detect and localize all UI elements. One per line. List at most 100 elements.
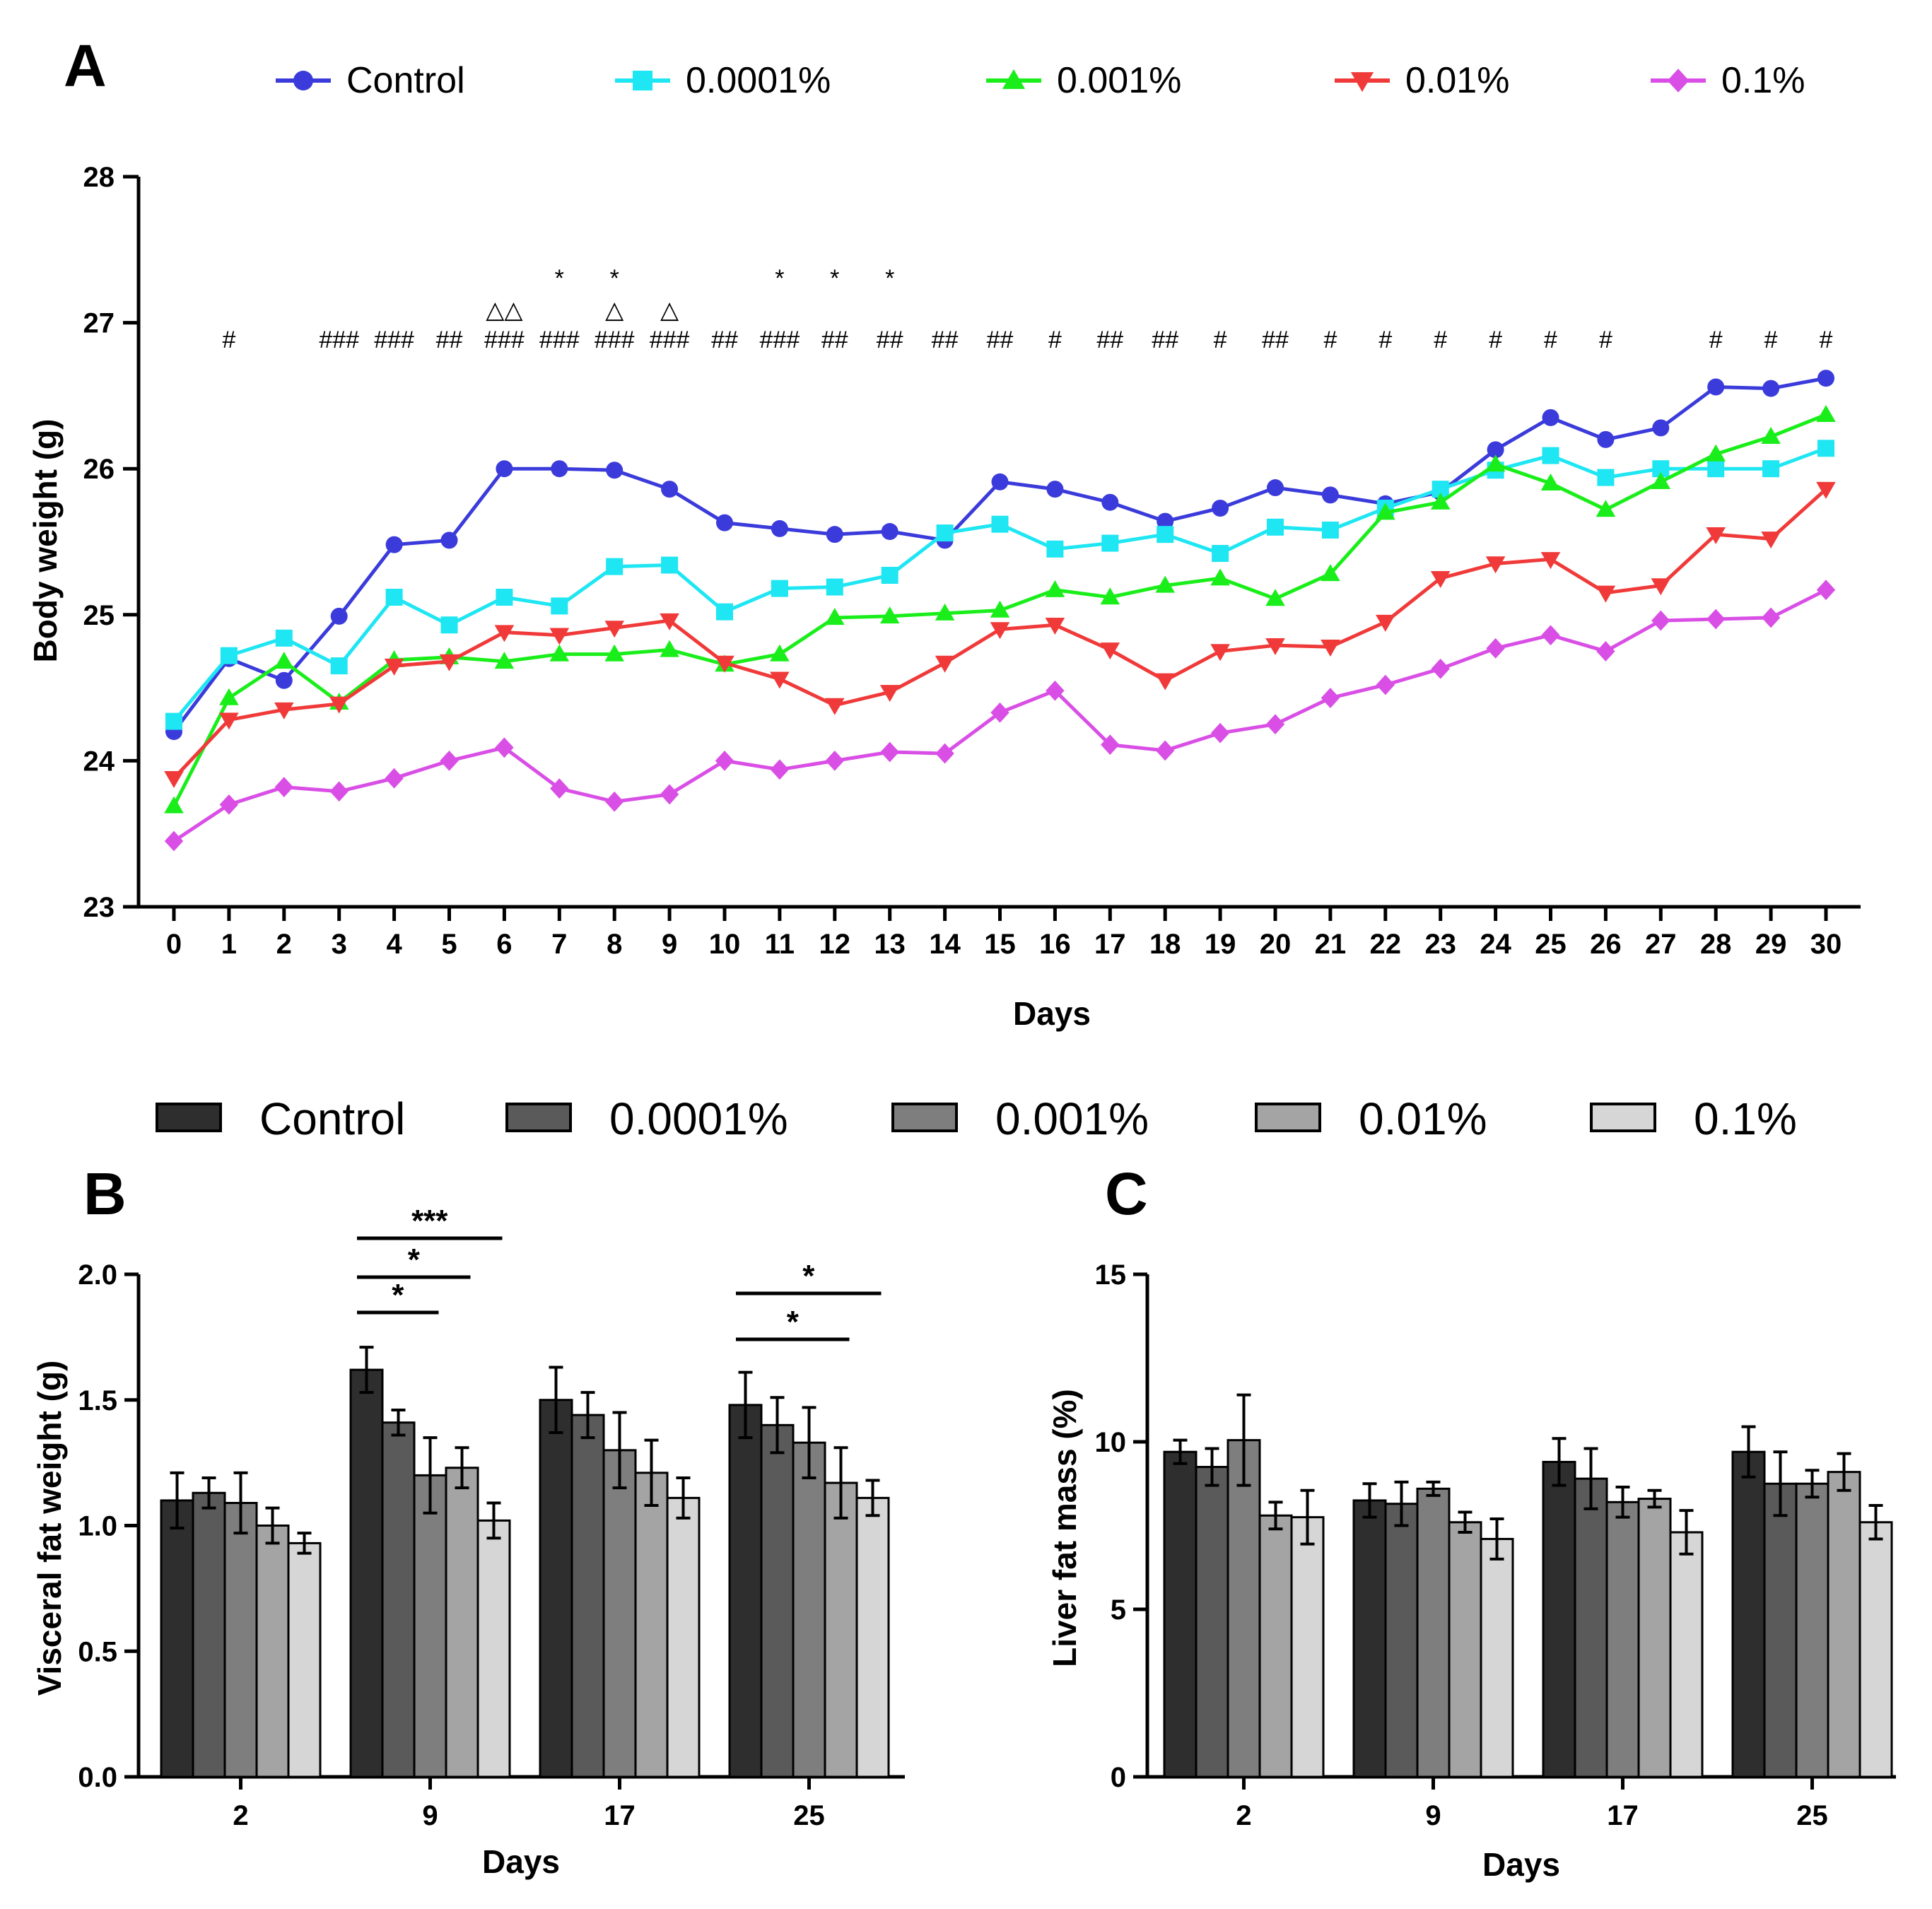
data-point-0-01- bbox=[879, 685, 900, 703]
hash-annotation: ## bbox=[711, 327, 738, 353]
data-point-0-1- bbox=[1486, 638, 1505, 659]
data-point-0-001- bbox=[494, 652, 515, 669]
y-tick-label: 27 bbox=[83, 308, 115, 339]
x-tick-label: 18 bbox=[1149, 929, 1181, 960]
data-point-0-0001- bbox=[220, 647, 238, 664]
hash-annotation: # bbox=[1709, 327, 1723, 353]
data-point-0-1- bbox=[440, 751, 459, 771]
hash-annotation: ## bbox=[1096, 327, 1123, 353]
data-point-control bbox=[661, 481, 679, 498]
data-point-0-0001- bbox=[1597, 469, 1615, 486]
data-point-control bbox=[771, 519, 788, 537]
hash-annotation: # bbox=[1214, 327, 1227, 353]
y-tick-label: 26 bbox=[83, 454, 115, 485]
data-point-0-01- bbox=[1816, 481, 1836, 499]
x-tick-label: 12 bbox=[819, 929, 851, 960]
data-point-0-1- bbox=[495, 737, 514, 758]
panel-label-c: C bbox=[1105, 1161, 1148, 1227]
hash-annotation: ### bbox=[539, 327, 580, 353]
x-tick-label: 22 bbox=[1370, 929, 1402, 960]
data-point-0-01- bbox=[1485, 556, 1506, 574]
bar bbox=[349, 1368, 384, 1778]
data-point-0-0001- bbox=[716, 603, 733, 621]
data-point-0-01- bbox=[1706, 527, 1726, 544]
hash-annotation: ## bbox=[1262, 327, 1289, 353]
hash-annotation: ### bbox=[650, 327, 690, 353]
x-tick-label: 30 bbox=[1810, 929, 1842, 960]
legend-swatch bbox=[1255, 1103, 1321, 1132]
liver-fat-bars bbox=[1163, 1393, 1893, 1778]
hash-annotation: # bbox=[1048, 327, 1062, 353]
data-point-0-01- bbox=[1045, 618, 1065, 635]
bar bbox=[539, 1399, 573, 1778]
x-tick-label: 9 bbox=[1425, 1800, 1441, 1831]
data-point-0-1- bbox=[935, 743, 954, 764]
significance-label: * bbox=[392, 1278, 404, 1312]
x-tick-label: 2 bbox=[1236, 1800, 1251, 1831]
data-point-0-0001- bbox=[606, 558, 623, 575]
bar bbox=[1795, 1482, 1829, 1778]
x-tick-label: 3 bbox=[332, 929, 347, 960]
data-point-0-0001- bbox=[881, 567, 898, 585]
y-tick-label: 24 bbox=[83, 746, 115, 777]
data-point-0-01- bbox=[770, 671, 790, 689]
data-point-0-001- bbox=[219, 688, 239, 705]
legend-marker bbox=[293, 71, 313, 90]
bar bbox=[287, 1541, 322, 1778]
hash-annotation: ### bbox=[760, 327, 800, 353]
legend-label: 0.0001% bbox=[686, 60, 831, 101]
data-point-0-1- bbox=[1651, 610, 1670, 631]
legend-swatch bbox=[1590, 1103, 1656, 1132]
bar bbox=[1226, 1439, 1261, 1778]
visceral-fat-bars bbox=[160, 1346, 890, 1778]
panel-label-a: A bbox=[64, 33, 107, 99]
y-tick-label: 1.5 bbox=[78, 1385, 117, 1416]
data-point-control bbox=[551, 460, 568, 478]
data-point-0-001- bbox=[1761, 426, 1781, 444]
data-point-0-01- bbox=[1265, 638, 1285, 655]
data-point-0-01- bbox=[660, 613, 679, 630]
x-tick-label: 0 bbox=[166, 929, 182, 960]
legend-label: 0.0001% bbox=[609, 1093, 788, 1144]
data-point-0-001- bbox=[990, 600, 1010, 618]
data-point-0-001- bbox=[1540, 474, 1561, 491]
data-point-0-1- bbox=[1431, 658, 1450, 679]
x-tick-label: 19 bbox=[1205, 929, 1236, 960]
data-point-control bbox=[1046, 481, 1064, 498]
bar bbox=[570, 1414, 605, 1778]
data-point-0-1- bbox=[605, 791, 624, 812]
legend-label: 0.1% bbox=[1694, 1093, 1797, 1144]
x-tick-label: 20 bbox=[1260, 929, 1292, 960]
significance-label: * bbox=[787, 1305, 800, 1339]
hash-annotation: ### bbox=[374, 327, 414, 353]
x-tick-label: 10 bbox=[709, 929, 741, 960]
x-tick-label: 17 bbox=[1094, 929, 1126, 960]
legend-swatch bbox=[156, 1103, 222, 1132]
data-point-0-01- bbox=[1540, 552, 1561, 570]
hash-annotation: # bbox=[1323, 327, 1337, 353]
legend-swatch bbox=[505, 1103, 572, 1132]
bar bbox=[1384, 1503, 1419, 1778]
star-annotation: * bbox=[610, 265, 619, 292]
visceral-fat-x-axis-title: Days bbox=[482, 1843, 560, 1880]
x-tick-label: 9 bbox=[422, 1800, 438, 1831]
data-point-0-0001- bbox=[1212, 545, 1229, 563]
y-tick-label: 2.0 bbox=[78, 1259, 117, 1291]
legend-label: 0.001% bbox=[1057, 60, 1181, 101]
legend-label: 0.01% bbox=[1405, 60, 1509, 101]
data-point-0-01- bbox=[1651, 578, 1671, 596]
y-tick-label: 5 bbox=[1111, 1594, 1126, 1626]
data-point-0-0001- bbox=[661, 556, 679, 574]
bar bbox=[855, 1496, 890, 1778]
y-tick-label: 15 bbox=[1095, 1259, 1127, 1291]
legend-label: 0.01% bbox=[1359, 1093, 1487, 1144]
data-point-0-0001- bbox=[826, 578, 843, 596]
data-point-0-01- bbox=[274, 702, 294, 719]
x-tick-label: 2 bbox=[233, 1800, 248, 1831]
liver-fat-axes: 0 5 10 15 2 9 17 25 bbox=[1095, 1259, 1896, 1831]
data-point-0-001- bbox=[660, 640, 679, 657]
x-tick-label: 6 bbox=[496, 929, 512, 960]
data-point-0-1- bbox=[825, 751, 844, 771]
data-point-0-01- bbox=[384, 658, 404, 676]
data-point-0-1- bbox=[1541, 625, 1560, 646]
